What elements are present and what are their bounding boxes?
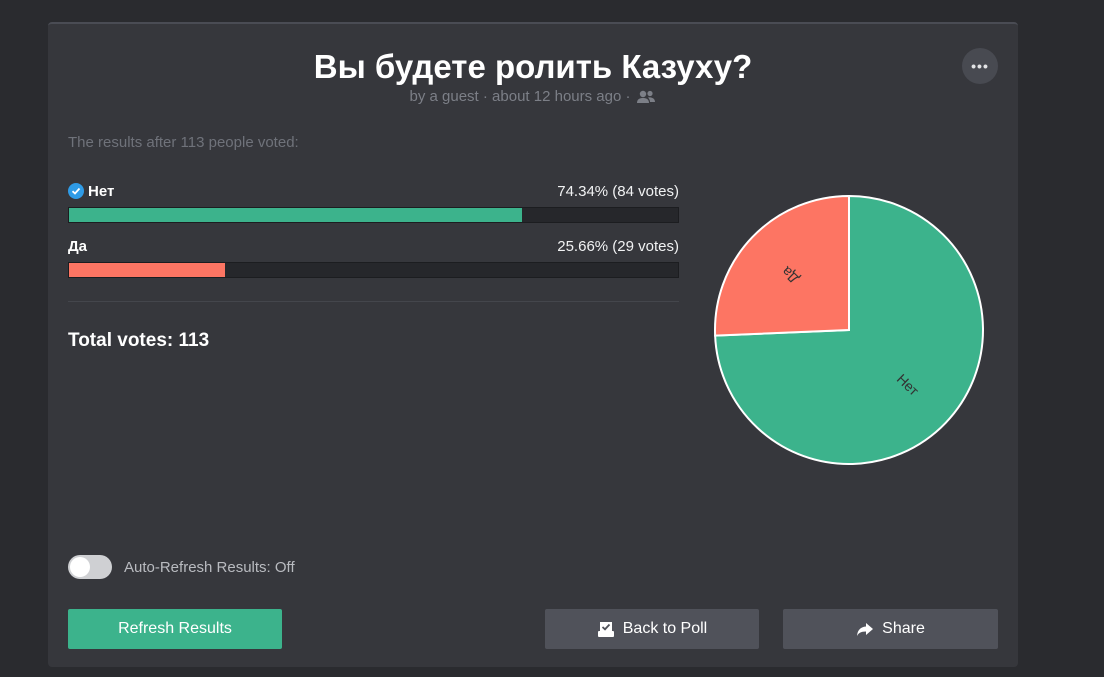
users-icon (637, 90, 656, 103)
share-label: Share (882, 620, 925, 637)
option-label: Нет (88, 182, 115, 200)
toggle-knob (70, 557, 90, 577)
results-intro: The results after 113 people voted: (68, 134, 299, 151)
option-stat: 25.66% (29 votes) (557, 237, 679, 255)
auto-refresh-label: Auto-Refresh Results: Off (124, 558, 295, 576)
option-row-da: Да 25.66% (29 votes) (68, 236, 679, 278)
ballot-icon (597, 622, 614, 637)
poll-meta: by a guest · about 12 hours ago · (48, 88, 1018, 105)
share-button[interactable]: Share (783, 609, 998, 649)
pie-slice-da (714, 194, 850, 337)
option-bar-fill (69, 208, 522, 222)
refresh-results-button[interactable]: Refresh Results (68, 609, 282, 649)
poll-results-card: Вы будете ролить Казуху? by a guest · ab… (48, 22, 1018, 667)
auto-refresh-toggle[interactable] (68, 555, 112, 579)
option-label: Да (68, 237, 88, 255)
divider (68, 301, 679, 302)
option-bar-track (68, 207, 679, 223)
check-circle-icon (68, 183, 84, 199)
refresh-results-label: Refresh Results (118, 620, 232, 637)
share-arrow-icon (857, 623, 874, 636)
more-options-button[interactable]: ••• (962, 48, 998, 84)
option-bar-track (68, 262, 679, 278)
option-stat: 74.34% (84 votes) (557, 182, 679, 200)
total-votes: Total votes: 113 (68, 330, 210, 351)
option-row-net: Нет 74.34% (84 votes) (68, 181, 679, 223)
auto-refresh-row: Auto-Refresh Results: Off (68, 555, 295, 579)
pie-chart: Нет Да (713, 194, 985, 466)
more-dots-icon: ••• (971, 58, 989, 74)
option-bar-fill (69, 263, 226, 277)
poll-title: Вы будете ролить Казуху? (313, 48, 753, 85)
poll-meta-text: by a guest · about 12 hours ago · (409, 88, 631, 105)
back-to-poll-label: Back to Poll (622, 620, 708, 637)
back-to-poll-button[interactable]: Back to Poll (545, 609, 759, 649)
